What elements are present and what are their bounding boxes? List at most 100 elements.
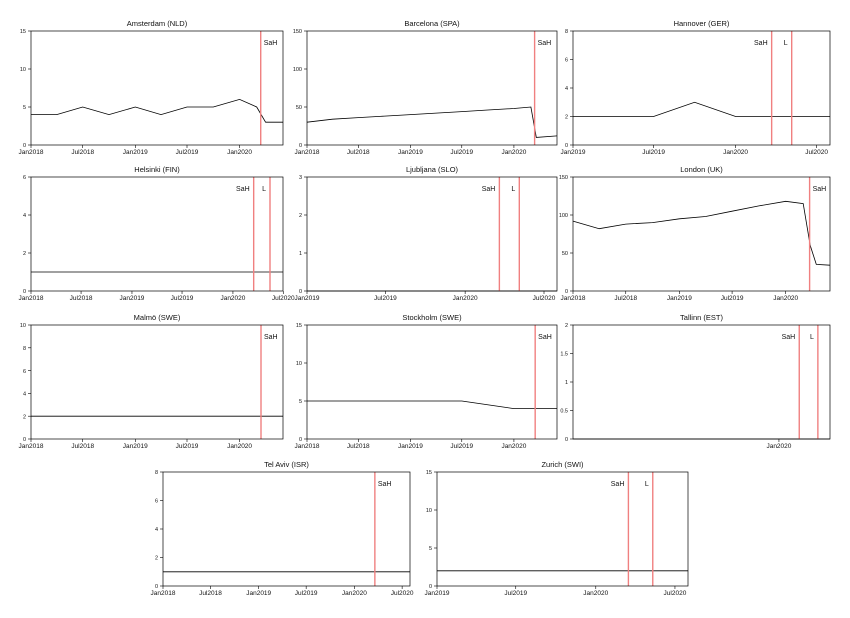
panel: Stockholm (SWE) 0 5 10 15 Jan2018 Jul2018 Jan20… [295,313,558,450]
y-tick-label: 8 [155,470,158,476]
x-tick-label: Jul2019 [295,590,318,597]
y-tick-label: 2 [565,323,568,329]
y-tick-label: 15 [20,29,26,35]
panel-title: Stockholm (SWE) [402,313,462,322]
plot-frame [306,30,558,146]
y-tick-label: 5 [23,105,26,111]
x-tick-label: Jul2020 [664,590,687,597]
panel: Hannover (GER) 0 2 4 6 8 Jan2019 Jul2019 Jan2020… [561,19,831,156]
panel: Zurich (SWI) 0 5 10 15 Jan2019 Jul2019 Jan2020 J… [425,460,689,597]
panel-title: London (UK) [680,165,723,174]
x-tick-label: Jan2020 [227,443,252,450]
y-tick-label: 0 [429,584,432,590]
marker-label: SaH [538,334,552,341]
marker-label: SaH [482,186,496,193]
y-tick-label: 100 [293,67,302,73]
x-tick-label: Jan2019 [123,149,148,156]
plot-frame [30,176,284,292]
y-tick-label: 0 [299,437,302,443]
x-tick-label: Jan2019 [398,443,423,450]
y-tick-label: 150 [559,175,568,181]
panel-title: Barcelona (SPA) [404,19,460,28]
y-tick-label: 0 [565,289,568,295]
series-line [572,200,831,266]
series-line [306,106,558,138]
x-tick-label: Jan2018 [151,590,176,597]
y-tick-label: 0 [155,584,158,590]
x-tick-label: Jul2018 [71,149,94,156]
y-tick-label: 0 [23,437,26,443]
y-tick-label: 10 [426,508,432,514]
y-tick-label: 0 [299,143,302,149]
x-tick-label: Jul2019 [374,295,397,302]
y-tick-label: 3 [299,175,302,181]
marker-label: L [784,40,788,47]
y-tick-label: 15 [426,470,432,476]
plot-frame [30,324,284,440]
x-tick-label: Jan2020 [342,590,367,597]
y-tick-label: 6 [565,58,568,64]
y-tick-label: 0 [565,437,568,443]
x-tick-label: Jul2020 [805,149,828,156]
marker-label: SaH [782,334,796,341]
marker-label: SaH [378,481,392,488]
x-tick-label: Jul2020 [533,295,556,302]
marker-label: L [645,481,649,488]
x-tick-label: Jul2019 [504,590,527,597]
y-tick-label: 0 [23,143,26,149]
panel-title: Hannover (GER) [674,19,730,28]
y-tick-label: 2 [23,414,26,420]
plot-frame [436,471,689,587]
y-tick-label: 150 [293,29,302,35]
y-tick-label: 10 [20,323,26,329]
x-tick-label: Jul2018 [347,149,370,156]
x-tick-label: Jan2019 [246,590,271,597]
marker-label: SaH [813,186,827,193]
plot-frame [572,324,831,440]
y-tick-label: 2 [155,556,158,562]
series-line [573,101,830,117]
panel-title: Malmö (SWE) [134,313,181,322]
marker-label: SaH [538,40,552,47]
y-tick-label: 6 [23,175,26,181]
y-tick-label: 1 [565,380,568,386]
panel: Malmö (SWE) 0 2 4 6 8 10 Jan2018 Jul2018 Jan2019 J… [19,313,284,450]
panel-title: Ljubljana (SLO) [406,165,459,174]
panel-title: Amsterdam (NLD) [127,19,188,28]
y-tick-label: 5 [299,399,302,405]
x-tick-label: Jul2019 [171,295,194,302]
x-tick-label: Jul2019 [176,443,199,450]
x-tick-label: Jan2018 [19,295,44,302]
y-tick-label: 1.5 [560,352,568,358]
y-tick-label: 0 [299,289,302,295]
y-tick-label: 6 [23,369,26,375]
series-line [307,400,557,410]
panel: Tallinn (EST) 0 0.5 1 1.5 2 Jan2020 SaH L [560,313,831,450]
x-tick-label: Jan2020 [501,149,526,156]
y-tick-label: 5 [429,546,432,552]
x-tick-label: Jan2020 [766,443,791,450]
plot-frame [306,176,558,292]
panel-title: Tel Aviv (ISR) [264,460,309,469]
x-tick-label: Jul2019 [642,149,665,156]
x-tick-label: Jan2019 [561,149,586,156]
marker-label: SaH [264,334,278,341]
x-tick-label: Jan2019 [667,295,692,302]
x-tick-label: Jul2018 [70,295,93,302]
series-line [31,98,283,123]
x-tick-label: Jan2020 [227,149,252,156]
y-tick-label: 2 [299,213,302,219]
x-tick-label: Jan2020 [583,590,608,597]
x-tick-label: Jan2019 [123,443,148,450]
x-tick-label: Jul2018 [71,443,94,450]
x-tick-label: Jul2019 [176,149,199,156]
plot-frame [572,176,831,292]
y-tick-label: 10 [296,361,302,367]
y-tick-label: 8 [565,29,568,35]
panel: Amsterdam (NLD) 0 5 10 15 Jan2018 Jul2018 Jan20… [19,19,284,156]
marker-label: SaH [754,40,768,47]
marker-label: L [511,186,515,193]
x-tick-label: Jul2020 [391,590,414,597]
x-tick-label: Jul2018 [614,295,637,302]
